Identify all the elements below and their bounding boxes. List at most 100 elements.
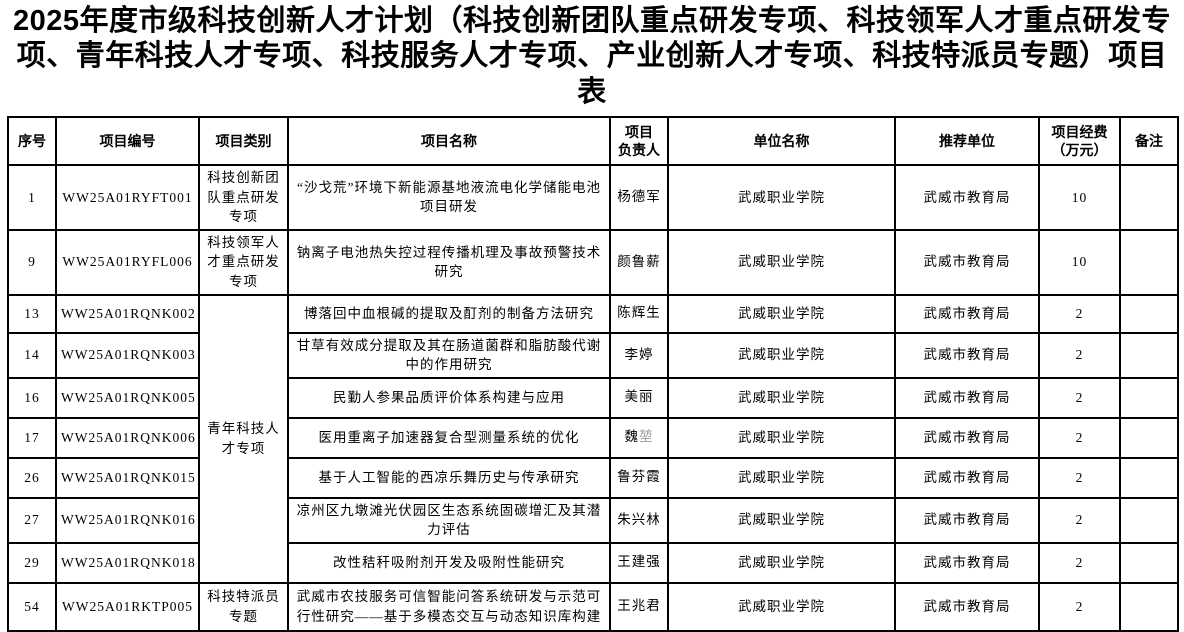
cell-seq: 9 xyxy=(7,228,57,296)
cell-name: 甘草有效成分提取及其在肠道菌群和脂肪酸代谢中的作用研究 xyxy=(287,331,611,379)
table-row: 13 WW25A01RQNK002 青年科技人才专项 博落回中血根碱的提取及酊剂… xyxy=(7,293,1179,584)
cell-note xyxy=(1119,581,1179,632)
cell-note xyxy=(1119,293,1179,334)
table-row: 1 WW25A01RYFT001 科技创新团队重点研发专项 “沙戈荒”环境下新能… xyxy=(7,164,1179,231)
cell-seq: 14 xyxy=(7,331,57,379)
cell-org: 武威职业学院 xyxy=(667,331,896,379)
header-seq: 序号 xyxy=(7,116,57,167)
cell-code: WW25A01RQNK018 xyxy=(55,541,200,584)
header-budget: 项目经费 （万元） xyxy=(1038,116,1121,167)
cell-budget: 2 xyxy=(1038,331,1121,379)
cell-budget: 2 xyxy=(1038,541,1121,584)
cell-org: 武威职业学院 xyxy=(667,541,896,584)
leader-name: 王建强 xyxy=(617,554,661,570)
cell-code: WW25A01RQNK006 xyxy=(55,416,200,459)
cell-seq: 27 xyxy=(7,496,57,544)
cell-name: “沙戈荒”环境下新能源基地液流电化学储能电池 项目研发 xyxy=(287,164,611,231)
cell-org: 武威职业学院 xyxy=(667,456,896,499)
header-name: 项目名称 xyxy=(287,116,611,167)
cell-leader: 王建强 xyxy=(609,541,669,584)
cell-leader: 朱兴林 xyxy=(609,496,669,544)
header-note: 备注 xyxy=(1119,116,1179,167)
cell-name: 钠离子电池热失控过程传播机理及事故预警技术研究 xyxy=(287,228,611,296)
cell-note xyxy=(1119,496,1179,544)
cell-category: 科技领军人才重点研发专项 xyxy=(198,228,289,296)
header-row: 序号 项目编号 项目类别 项目名称 项目 负责人 单位名称 推荐单位 项目经费 … xyxy=(7,116,1179,167)
leader-name: 颜鲁薪 xyxy=(617,253,661,269)
cell-category: 科技创新团队重点研发专项 xyxy=(198,164,289,231)
header-recommender: 推荐单位 xyxy=(894,116,1040,167)
cell-budget: 2 xyxy=(1038,496,1121,544)
page-title: 2025年度市级科技创新人才计划（科技创新团队重点研发专项、科技领军人才重点研发… xyxy=(12,5,1171,108)
cell-code: WW25A01RQNK002 xyxy=(55,293,200,334)
leader-name: 杨德军 xyxy=(617,189,661,205)
cell-recommender: 武威市教育局 xyxy=(894,496,1040,544)
cell-leader: 美丽 xyxy=(609,376,669,419)
header-code: 项目编号 xyxy=(55,116,200,167)
cell-code: WW25A01RYFT001 xyxy=(55,164,200,231)
cell-name: 民勤人参果品质评价体系构建与应用 xyxy=(287,376,611,419)
cell-leader: 王兆君 xyxy=(609,581,669,632)
cell-budget: 2 xyxy=(1038,376,1121,419)
cell-seq: 1 xyxy=(7,164,57,231)
cell-leader: 李婷 xyxy=(609,331,669,379)
cell-recommender: 武威市教育局 xyxy=(894,228,1040,296)
cell-seq: 26 xyxy=(7,456,57,499)
leader-name: 李婷 xyxy=(624,346,654,362)
leader-name: 王兆君 xyxy=(617,598,661,614)
cell-recommender: 武威市教育局 xyxy=(894,376,1040,419)
cell-budget: 2 xyxy=(1038,293,1121,334)
leader-name: 朱兴林 xyxy=(617,511,661,527)
header-leader: 项目 负责人 xyxy=(609,116,669,167)
leader-name-gray: 堃 xyxy=(639,429,654,446)
table-row: 26 WW25A01RQNK015 基于人工智能的西凉乐舞历史与传承研究 鲁芬霞… xyxy=(7,456,1179,499)
cell-org: 武威职业学院 xyxy=(667,228,896,296)
cell-category: 科技特派员专题 xyxy=(198,581,289,632)
cell-code: WW25A01RQNK003 xyxy=(55,331,200,379)
cell-code: WW25A01RQNK015 xyxy=(55,456,200,499)
cell-code: WW25A01RKTP005 xyxy=(55,581,200,632)
cell-leader: 杨德军 xyxy=(609,164,669,231)
cell-recommender: 武威市教育局 xyxy=(894,456,1040,499)
cell-code: WW25A01RYFL006 xyxy=(55,228,200,296)
cell-seq: 17 xyxy=(7,416,57,459)
cell-recommender: 武威市教育局 xyxy=(894,331,1040,379)
cell-budget: 10 xyxy=(1038,164,1121,231)
cell-leader: 魏堃 xyxy=(609,416,669,459)
cell-note xyxy=(1119,164,1179,231)
table-row: 9 WW25A01RYFL006 科技领军人才重点研发专项 钠离子电池热失控过程… xyxy=(7,228,1179,296)
cell-leader: 鲁芬霞 xyxy=(609,456,669,499)
cell-org: 武威职业学院 xyxy=(667,581,896,632)
cell-leader: 颜鲁薪 xyxy=(609,228,669,296)
cell-name: 医用重离子加速器复合型测量系统的优化 xyxy=(287,416,611,459)
cell-name: 改性秸秆吸附剂开发及吸附性能研究 xyxy=(287,541,611,584)
table-row: 27 WW25A01RQNK016 凉州区九墩滩光伏园区生态系统固碳增汇及其潜力… xyxy=(7,496,1179,544)
cell-org: 武威职业学院 xyxy=(667,496,896,544)
leader-name: 魏 xyxy=(624,429,639,445)
table-row: 14 WW25A01RQNK003 甘草有效成分提取及其在肠道菌群和脂肪酸代谢中… xyxy=(7,331,1179,379)
cell-note xyxy=(1119,228,1179,296)
cell-seq: 13 xyxy=(7,293,57,334)
cell-note xyxy=(1119,331,1179,379)
cell-org: 武威职业学院 xyxy=(667,293,896,334)
cell-budget: 2 xyxy=(1038,581,1121,632)
cell-org: 武威职业学院 xyxy=(667,416,896,459)
cell-budget: 2 xyxy=(1038,416,1121,459)
cell-code: WW25A01RQNK005 xyxy=(55,376,200,419)
cell-note xyxy=(1119,416,1179,459)
cell-recommender: 武威市教育局 xyxy=(894,293,1040,334)
cell-note xyxy=(1119,376,1179,419)
cell-name: 武威市农技服务可信智能问答系统研发与示范可行性研究——基于多模态交互与动态知识库… xyxy=(287,581,611,632)
table-row: 29 WW25A01RQNK018 改性秸秆吸附剂开发及吸附性能研究 王建强 武… xyxy=(7,541,1179,584)
projects-table: 序号 项目编号 项目类别 项目名称 项目 负责人 单位名称 推荐单位 项目经费 … xyxy=(7,116,1179,632)
cell-recommender: 武威市教育局 xyxy=(894,164,1040,231)
cell-org: 武威职业学院 xyxy=(667,376,896,419)
cell-code: WW25A01RQNK016 xyxy=(55,496,200,544)
leader-name: 鲁芬霞 xyxy=(617,469,661,485)
cell-recommender: 武威市教育局 xyxy=(894,541,1040,584)
cell-leader: 陈辉生 xyxy=(609,293,669,334)
cell-budget: 10 xyxy=(1038,228,1121,296)
cell-org: 武威职业学院 xyxy=(667,164,896,231)
cell-recommender: 武威市教育局 xyxy=(894,581,1040,632)
cell-name: 基于人工智能的西凉乐舞历史与传承研究 xyxy=(287,456,611,499)
